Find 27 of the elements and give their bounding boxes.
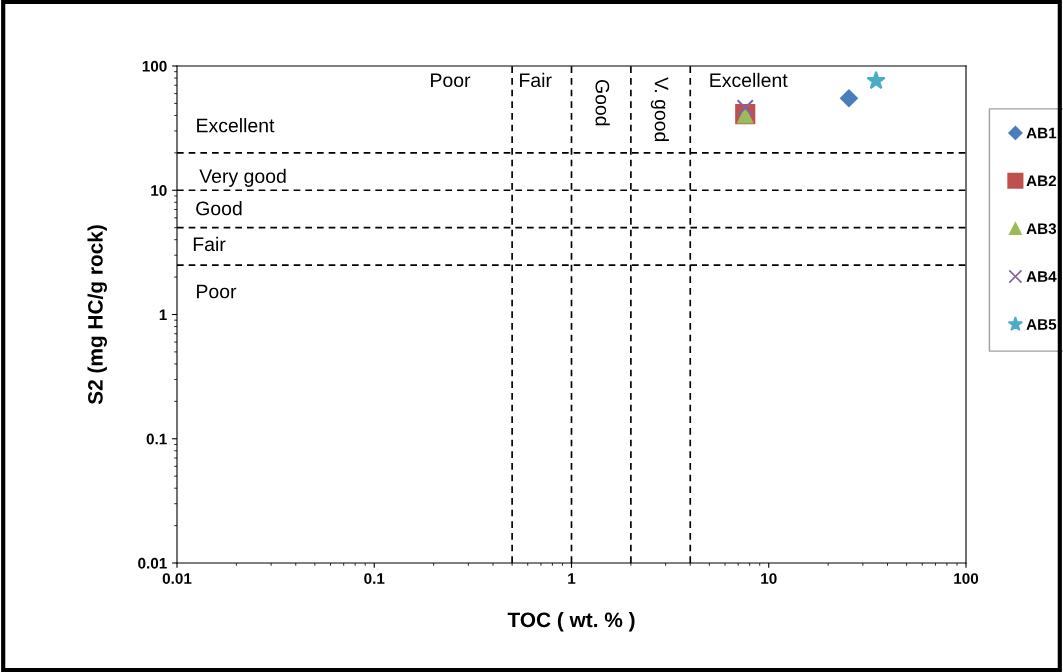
x-tick-label: 10 [761, 573, 777, 584]
x-tick-label: 0.1 [364, 573, 385, 584]
x-axis-title: TOC ( wt. % ) [507, 611, 635, 632]
x-tick-label: 0.01 [162, 573, 192, 584]
y-tick-label: 10 [151, 185, 167, 196]
annotation: Fair [520, 72, 552, 88]
x-tick-label: 100 [954, 573, 979, 584]
annotation: Good [595, 79, 610, 126]
annotation: Poor [431, 73, 471, 88]
annotation: Fair [193, 236, 226, 252]
legend-label: AB4 [1026, 271, 1057, 282]
legend-label: AB3 [1026, 223, 1057, 235]
annotation: Very good [199, 168, 286, 187]
annotation: Excellent [710, 72, 788, 88]
annotation: Good [196, 201, 242, 216]
y-axis-title: S2 (mg HC/g rock) [87, 225, 107, 405]
legend-label: AB2 [1026, 175, 1057, 187]
y-tick-label: 100 [142, 60, 167, 72]
annotation: Poor [197, 284, 237, 299]
legend-label: AB1 [1026, 127, 1057, 139]
y-tick-label: 0.1 [146, 433, 167, 445]
x-tick-label: 1 [568, 573, 576, 584]
annotation: Excellent [197, 118, 275, 133]
legend-label: AB5 [1026, 319, 1057, 330]
y-tick-label: 0.01 [138, 557, 167, 569]
annotation: V. good [650, 77, 669, 142]
y-tick-label: 1 [159, 309, 167, 321]
